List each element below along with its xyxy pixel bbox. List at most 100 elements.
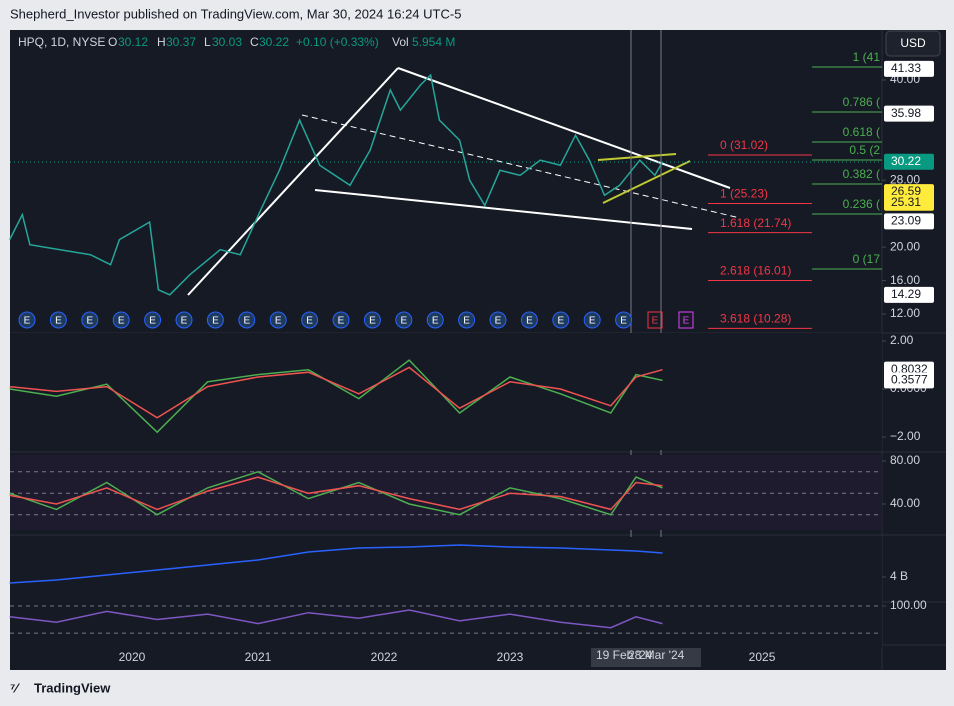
earnings-label: E <box>181 316 188 327</box>
earnings-icon <box>363 311 381 329</box>
x-tick-label: 2020 <box>119 650 146 664</box>
earnings-icon <box>332 311 350 329</box>
fib-label: 3.618 (10.28) <box>720 312 791 326</box>
pane-bg <box>10 455 882 530</box>
earnings-icon <box>678 311 694 329</box>
cursor-date: 19 Feb '24 <box>596 648 653 662</box>
fib-label: 0.236 ( <box>843 197 880 211</box>
y-tick-label: 100.00 <box>890 598 927 612</box>
ohlc-value: 30.12 <box>118 35 148 49</box>
vol-label: Vol <box>392 35 409 49</box>
price-badge-label: 0.8032 <box>891 362 928 376</box>
symbol: HPQ, 1D, NYSE <box>18 35 105 49</box>
earnings-icon <box>269 311 287 329</box>
publisher: Shepherd_Investor published on TradingVi… <box>10 6 461 21</box>
earnings-label: E <box>432 316 439 327</box>
y-tick-label: 80.00 <box>890 453 920 467</box>
ohlc-value: 30.03 <box>212 35 242 49</box>
earnings-icon <box>112 311 130 329</box>
earnings-icon <box>520 311 538 329</box>
currency[interactable]: USD <box>900 36 926 50</box>
earnings-icon <box>206 311 224 329</box>
ohlc-label: H <box>157 35 166 49</box>
earnings-label: E <box>400 316 407 327</box>
earnings-label: E <box>306 316 313 327</box>
y-tick-label: 40.00 <box>890 496 920 510</box>
earnings-icon <box>395 311 413 329</box>
earnings-label: E <box>212 316 219 327</box>
price-badge-label: 26.59 <box>891 184 921 198</box>
brand-logo: ⁷⁄ <box>10 680 20 695</box>
price-badge <box>884 105 934 122</box>
price-badge <box>884 372 934 389</box>
earnings-icon <box>552 311 570 329</box>
y-tick-label: −2.00 <box>890 429 921 443</box>
cursor-date: 28 Mar '24 <box>628 648 685 662</box>
y-tick-label: 12.00 <box>890 306 920 320</box>
price-badge-label: 14.29 <box>891 287 921 301</box>
earnings-label: E <box>557 316 564 327</box>
earnings-label: E <box>589 316 596 327</box>
earnings-icon <box>615 311 633 329</box>
series-line <box>9 470 663 516</box>
ohlc-label: O <box>108 35 117 49</box>
earnings-icon <box>301 311 319 329</box>
x-tick-label: 2025 <box>749 650 776 664</box>
earnings-label: E <box>463 316 470 327</box>
earnings-label: E <box>495 316 502 327</box>
price-badge-label: 35.98 <box>891 106 921 120</box>
fib-label: 0 (17 <box>853 252 881 266</box>
series-line <box>9 359 663 434</box>
earnings-label: E <box>149 316 156 327</box>
earnings-label: E <box>55 316 62 327</box>
ohlc-value: 30.22 <box>259 35 289 49</box>
series-line <box>9 476 663 511</box>
price-badge-label: 0.3577 <box>891 373 928 387</box>
fib-label: 1.618 (21.74) <box>720 216 791 230</box>
price-badge <box>884 286 934 303</box>
ohlc-label: L <box>204 35 211 49</box>
earnings-label: E <box>652 316 659 327</box>
series-line <box>9 609 663 629</box>
fib-label: 0.5 (2 <box>849 143 880 157</box>
brand: TradingView <box>34 680 111 695</box>
price-badge-label: 23.09 <box>891 214 921 228</box>
pane-bg <box>10 333 882 450</box>
ohlc-value: 30.37 <box>166 35 196 49</box>
earnings-icon <box>18 311 36 329</box>
earnings-label: E <box>86 316 93 327</box>
earnings-label: E <box>369 316 376 327</box>
earnings-icon <box>647 311 663 329</box>
y-tick-label: 4 B <box>890 569 908 583</box>
price-badge-label: 25.31 <box>891 195 921 209</box>
earnings-label: E <box>526 316 533 327</box>
wedge-lines <box>597 153 691 204</box>
fib-label: 2.618 (16.01) <box>720 264 791 278</box>
pane-bg <box>10 537 882 600</box>
earnings-icon <box>144 311 162 329</box>
currency-button[interactable] <box>885 30 941 57</box>
pane-bg <box>10 600 882 648</box>
earnings-label: E <box>118 316 125 327</box>
y-tick-label: 16.00 <box>890 273 920 287</box>
price-badge <box>884 213 934 230</box>
fib-label: 0.382 ( <box>843 167 880 181</box>
earnings-label: E <box>683 316 690 327</box>
fib-label: 1 (25.23) <box>720 187 768 201</box>
earnings-icon <box>583 311 601 329</box>
earnings-label: E <box>620 316 627 327</box>
earnings-icon <box>489 311 507 329</box>
x-tick-label: 2023 <box>497 650 524 664</box>
earnings-label: E <box>243 316 250 327</box>
series-line <box>9 366 663 419</box>
earnings-icon <box>49 311 67 329</box>
earnings-icon <box>458 311 476 329</box>
ohlc-label: C <box>250 35 259 49</box>
x-tick-label: 2022 <box>371 650 398 664</box>
fib-label: 0.786 ( <box>843 95 880 109</box>
fib-label: 0 (31.02) <box>720 138 768 152</box>
price-badge <box>884 153 934 170</box>
earnings-label: E <box>24 316 31 327</box>
